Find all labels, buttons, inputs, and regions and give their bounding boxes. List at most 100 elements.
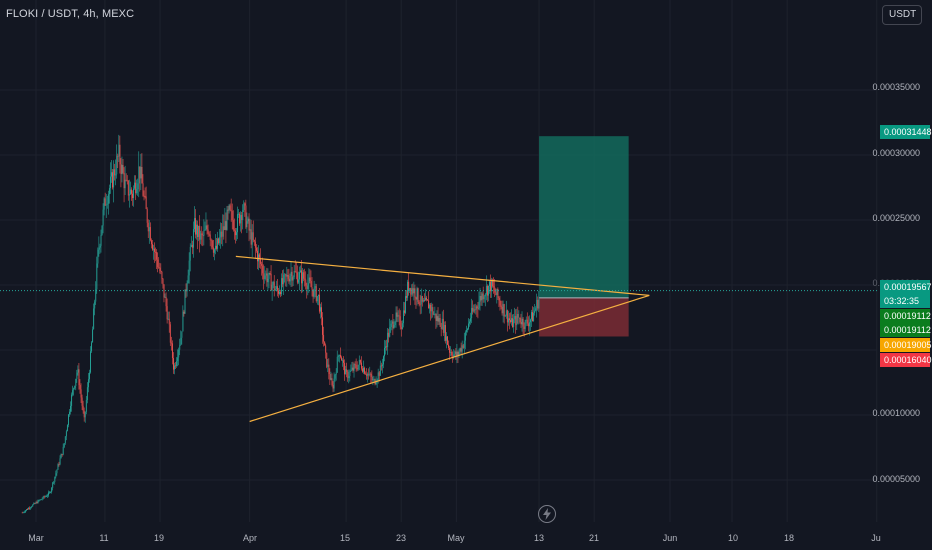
candle-down <box>34 503 36 504</box>
candle-up <box>536 299 538 309</box>
triangle-drawing <box>235 255 650 423</box>
candle-up <box>375 382 377 385</box>
trendline <box>235 255 650 296</box>
candle-down <box>362 368 363 372</box>
candle-up <box>357 364 359 370</box>
target-price-badge: 0.00031448 <box>880 125 932 139</box>
candle-down <box>482 293 484 300</box>
candle-up <box>37 500 39 504</box>
candle-down <box>43 496 45 498</box>
candle-up <box>85 399 87 412</box>
x-axis-label: 23 <box>395 533 407 543</box>
x-axis-label: Ju <box>871 533 881 543</box>
candle-up <box>413 288 415 294</box>
currency-button[interactable]: USDT <box>882 5 922 25</box>
candle-up <box>94 301 96 309</box>
candle-down <box>322 317 324 335</box>
candle-up <box>478 301 480 309</box>
candle-up <box>138 166 140 184</box>
candle-down <box>522 318 524 327</box>
candle-down <box>457 351 459 356</box>
candle-down <box>352 367 354 371</box>
candle-up <box>279 292 280 294</box>
candle-down <box>156 252 158 260</box>
candle-up <box>52 482 54 488</box>
candle-up <box>38 500 40 502</box>
candle-down <box>141 166 143 184</box>
candle-down <box>280 292 282 295</box>
candle-up <box>93 308 95 330</box>
candle-down <box>127 180 129 196</box>
candle-up <box>28 507 30 510</box>
x-axis-label: Apr <box>242 533 258 543</box>
candle-down <box>414 288 416 298</box>
candle-down <box>145 196 147 209</box>
candle-down <box>532 312 534 322</box>
candle-down <box>325 345 327 353</box>
candle-down <box>248 218 250 231</box>
candle-down <box>135 182 137 194</box>
candle-down <box>163 284 165 298</box>
candle-down <box>444 325 446 341</box>
candle-up <box>69 411 70 415</box>
candle-down <box>191 244 193 248</box>
candle-up <box>115 174 117 176</box>
candle-down <box>239 213 241 224</box>
candle-up <box>391 321 393 324</box>
candle-up <box>24 510 26 512</box>
x-axis-label: 18 <box>783 533 795 543</box>
candle-up <box>316 296 318 302</box>
candle-down <box>197 224 199 237</box>
candle-down <box>356 367 358 370</box>
candle-up <box>268 272 270 279</box>
candle-down <box>452 355 454 358</box>
candle-down <box>339 354 341 358</box>
candle-up <box>51 487 53 492</box>
candle-up <box>68 414 69 426</box>
profit-zone <box>539 136 629 298</box>
candle-up <box>534 310 536 314</box>
candle-down <box>408 281 410 291</box>
candle-up <box>92 329 94 343</box>
candle-down <box>175 365 177 367</box>
candle-up <box>535 308 537 311</box>
candle-up <box>74 385 76 389</box>
candle-up <box>40 499 42 501</box>
candle-up <box>153 248 154 250</box>
candle-up <box>297 279 299 283</box>
candle-down <box>61 453 63 455</box>
candle-up <box>89 372 90 380</box>
candle-up <box>467 328 468 330</box>
chart-grid <box>0 0 878 522</box>
candle-down <box>396 312 398 317</box>
candle-up <box>72 389 74 395</box>
candle-up <box>468 323 469 329</box>
y-axis-label: 0.00005000 <box>872 474 920 484</box>
y-axis-label: 0.00035000 <box>872 82 920 92</box>
candle-up <box>390 323 392 328</box>
candle-up <box>133 188 135 199</box>
candle-down <box>263 273 265 279</box>
candle-down <box>410 288 412 295</box>
candle-up <box>194 218 195 230</box>
candle-up <box>367 373 369 376</box>
candle-down <box>399 316 401 328</box>
x-axis-label: 10 <box>727 533 739 543</box>
candle-down <box>149 227 151 241</box>
candle-down <box>406 296 408 298</box>
candle-up <box>443 325 445 333</box>
candle-down <box>210 239 212 241</box>
candle-up <box>35 502 37 504</box>
candle-down <box>168 318 170 325</box>
candle-up <box>292 277 294 281</box>
candle-down <box>506 310 508 323</box>
lightning-icon[interactable] <box>538 505 556 523</box>
candle-up <box>429 304 431 309</box>
candle-up <box>65 431 67 437</box>
candle-up <box>32 504 34 507</box>
candle-up <box>314 286 316 288</box>
candle-down <box>262 265 264 274</box>
candle-down <box>104 198 106 206</box>
x-axis-label: 13 <box>533 533 545 543</box>
